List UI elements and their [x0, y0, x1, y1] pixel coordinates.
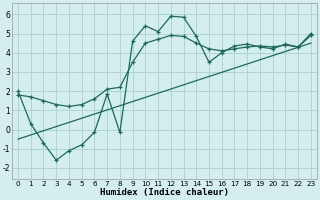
X-axis label: Humidex (Indice chaleur): Humidex (Indice chaleur): [100, 188, 229, 197]
